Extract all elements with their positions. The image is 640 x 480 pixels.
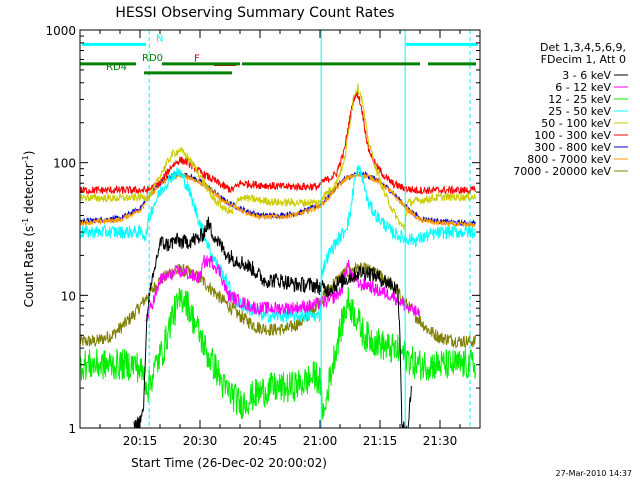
plot-area: N F RD0 RD4 — [80, 30, 478, 428]
legend-label-4: 25 - 50 keV — [548, 105, 611, 118]
x-tick-label: 21:30 — [423, 434, 458, 448]
series-line-6-12-kev — [145, 254, 421, 323]
y-axis-label-exp2: -1 — [21, 155, 30, 163]
legend-label-8: 800 - 7000 keV — [527, 153, 611, 166]
y-axis-label: Count Rate (s-1 detector-1) — [21, 151, 36, 308]
x-tick-label: 20:45 — [243, 434, 278, 448]
series-line-25-50-kev — [80, 165, 476, 324]
y-tick-label: 1000 — [45, 24, 76, 38]
y-axis-label-exp1: -1 — [21, 218, 30, 226]
series-line-12-25-kev — [80, 287, 476, 420]
state-label-rd4: RD4 — [106, 62, 127, 73]
legend-label-1: 3 - 6 keV — [562, 69, 611, 82]
legend-label-7: 300 - 800 keV — [534, 141, 611, 154]
legend-header-detectors: Det 1,3,4,5,6,9, — [540, 41, 626, 54]
y-tick-label: 100 — [53, 157, 76, 171]
y-axis-label-mid: detector — [22, 163, 36, 218]
x-tick-label: 20:30 — [183, 434, 218, 448]
legend-label-2: 6 - 12 keV — [555, 81, 611, 94]
y-axis-label-start: Count Rate (s — [22, 226, 36, 308]
legend-header-decimation: FDecim 1, Att 0 — [541, 53, 626, 66]
legend-label-6: 100 - 300 keV — [534, 129, 611, 142]
state-label-n: N — [156, 33, 163, 44]
state-label-f: F — [194, 53, 200, 64]
axes: 20:15 20:30 20:45 21:00 21:15 21:30 1 10 100 1000 — [45, 24, 481, 448]
x-axis-label: Start Time (26-Dec-02 20:00:02) — [131, 456, 327, 470]
chart-title: HESSI Observing Summary Count Rates — [115, 5, 394, 21]
series-line-100-300-kev — [80, 91, 476, 196]
x-tick-label: 21:00 — [303, 434, 338, 448]
footer-timestamp: 27-Mar-2010 14:37 — [556, 469, 633, 478]
legend-label-9: 7000 - 20000 keV — [513, 165, 611, 178]
x-tick-label: 20:15 — [123, 434, 158, 448]
legend: Det 1,3,4,5,6,9, FDecim 1, Att 0 3 - 6 k… — [513, 41, 628, 178]
y-tick-label: 10 — [61, 289, 76, 303]
legend-label-3: 12 - 25 keV — [548, 93, 611, 106]
y-axis-label-end: ) — [22, 151, 36, 156]
legend-label-5: 50 - 100 keV — [541, 117, 611, 130]
series-line-50-100-kev — [80, 83, 476, 231]
x-tick-label: 21:15 — [363, 434, 398, 448]
state-label-rd0: RD0 — [142, 53, 163, 64]
y-tick-label: 1 — [68, 422, 76, 436]
series-line-3-6-kev — [133, 216, 413, 428]
